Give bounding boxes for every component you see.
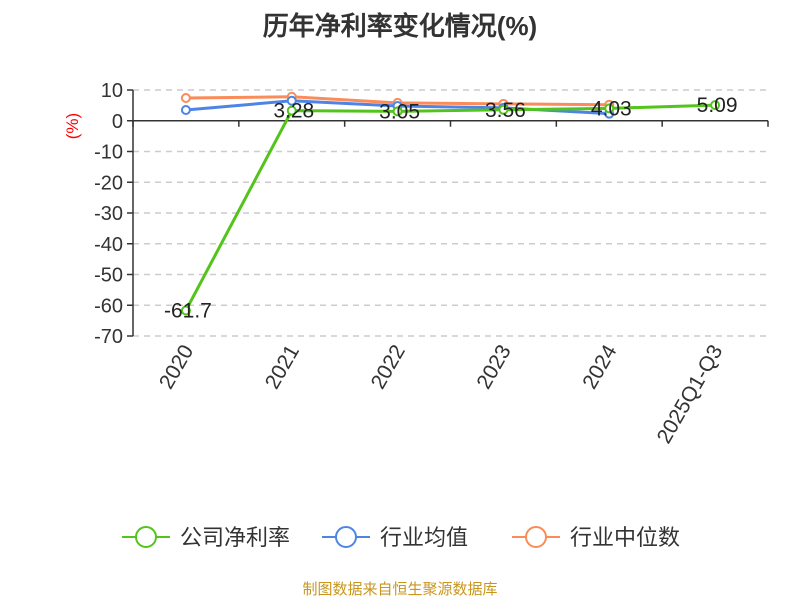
data-point <box>710 100 721 111</box>
legend-label[interactable]: 行业均值 <box>380 525 468 550</box>
data-point <box>180 92 191 103</box>
legend-marker <box>335 526 357 548</box>
y-axis-label: (%) <box>63 113 82 139</box>
data-point <box>392 106 403 117</box>
y-tick-label: -70 <box>94 326 123 348</box>
source-note: 制图数据来自恒生聚源数据库 <box>302 581 498 598</box>
data-label: 3.05 <box>379 100 420 123</box>
data-point <box>498 104 509 115</box>
x-tick-label: 2021 <box>261 341 304 393</box>
series-line-0 <box>184 103 716 312</box>
data-point <box>286 95 297 106</box>
legend-label[interactable]: 公司净利率 <box>180 525 290 550</box>
data-point <box>180 104 191 115</box>
data-label: 3.56 <box>485 99 526 122</box>
x-tick-label: 2020 <box>155 341 198 393</box>
x-tick-label: 2022 <box>367 341 410 393</box>
legend-marker <box>135 526 157 548</box>
x-tick-label: 2024 <box>578 341 621 393</box>
y-tick-label: -40 <box>94 234 123 256</box>
data-point <box>180 305 191 316</box>
y-tick-label: -50 <box>94 265 123 287</box>
x-tick-label: 2025Q1-Q3 <box>653 341 728 448</box>
data-point <box>286 105 297 116</box>
chart-title: 历年净利率变化情况(%) <box>262 11 538 41</box>
y-tick-label: -10 <box>94 142 123 164</box>
y-tick-label: 0 <box>112 111 123 133</box>
legend-marker <box>525 526 547 548</box>
data-label: 5.09 <box>697 94 738 117</box>
y-tick-label: -60 <box>94 295 123 317</box>
x-tick-label: 2023 <box>472 341 515 393</box>
data-label: 4.03 <box>591 97 632 120</box>
data-point <box>604 103 615 114</box>
y-tick-label: -20 <box>94 172 123 194</box>
data-label: 3.28 <box>273 100 314 123</box>
data-label: -61.7 <box>164 299 212 322</box>
legend-label[interactable]: 行业中位数 <box>570 525 680 550</box>
y-tick-label: 10 <box>101 80 123 102</box>
y-tick-label: -30 <box>94 203 123 225</box>
